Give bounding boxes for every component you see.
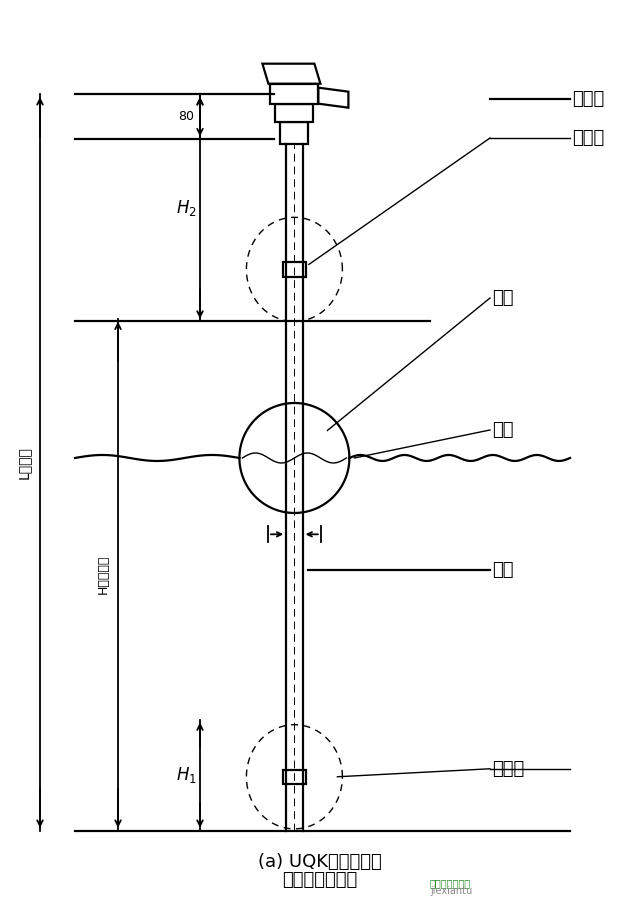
Polygon shape <box>262 64 321 84</box>
Text: 上挡圈: 上挡圈 <box>572 129 604 147</box>
Text: 接线盒: 接线盒 <box>572 91 604 109</box>
Bar <box>283 262 306 277</box>
Text: $H_2$: $H_2$ <box>175 198 196 218</box>
Bar <box>271 84 319 103</box>
Text: L总长度: L总长度 <box>17 446 31 479</box>
Text: 下挡圈: 下挡圈 <box>492 760 524 778</box>
Text: jiexiantu: jiexiantu <box>430 886 472 896</box>
Text: 头条创想工程师: 头条创想工程师 <box>430 878 471 888</box>
Text: 浮球: 浮球 <box>492 289 513 307</box>
Text: 导管: 导管 <box>492 561 513 579</box>
Polygon shape <box>319 88 348 108</box>
Text: 液位: 液位 <box>492 421 513 439</box>
Bar <box>283 770 306 784</box>
Bar <box>275 103 314 122</box>
Text: $H_1$: $H_1$ <box>175 765 196 785</box>
Text: (a) UQK型浮球液位: (a) UQK型浮球液位 <box>258 853 382 871</box>
Bar <box>280 122 308 144</box>
Text: 80: 80 <box>178 110 194 123</box>
Text: 变送器外形结构: 变送器外形结构 <box>282 871 358 889</box>
Text: H测量范围: H测量范围 <box>97 555 109 594</box>
